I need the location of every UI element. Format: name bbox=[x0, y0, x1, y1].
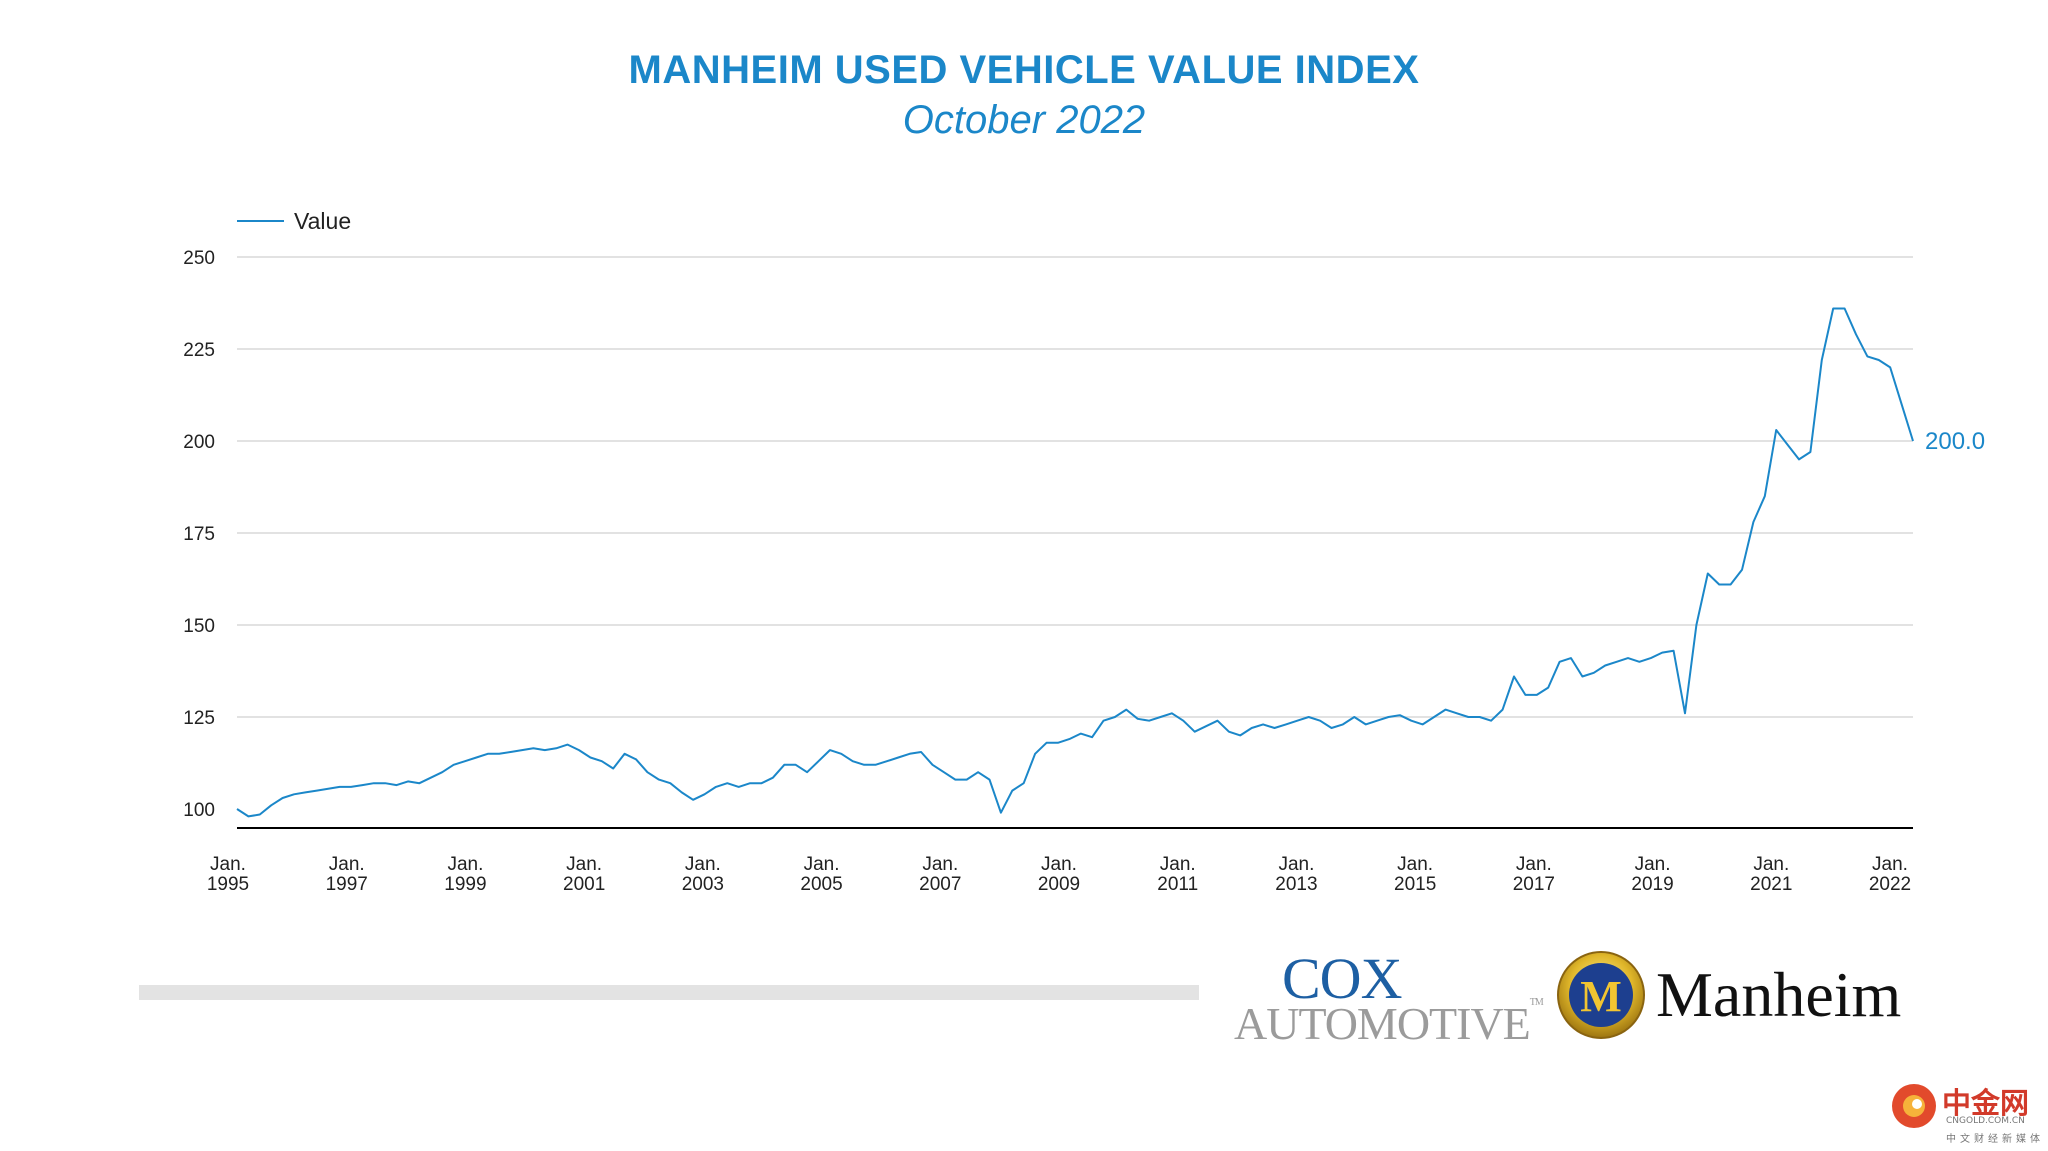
chart-title: MANHEIM USED VEHICLE VALUE INDEX bbox=[628, 48, 1420, 92]
legend: Value bbox=[237, 208, 351, 234]
x-tick-label: 2005 bbox=[800, 874, 842, 895]
x-tick-label: Jan. bbox=[804, 854, 840, 875]
x-tick-label: Jan. bbox=[922, 854, 958, 875]
x-tick-label: Jan. bbox=[1278, 854, 1314, 875]
y-tick-label: 100 bbox=[183, 800, 215, 821]
x-tick-label: 2009 bbox=[1038, 874, 1080, 895]
y-tick-label: 175 bbox=[183, 524, 215, 545]
watermark-title: 中金网 bbox=[1942, 1086, 2030, 1120]
legend-label: Value bbox=[294, 208, 351, 234]
manheim-wordmark: Manheim bbox=[1656, 959, 1902, 1030]
chart-subtitle: October 2022 bbox=[902, 98, 1146, 142]
x-tick-label: 2001 bbox=[563, 874, 605, 895]
x-tick-label: Jan. bbox=[1753, 854, 1789, 875]
watermark-url: CNGOLD.COM.CN bbox=[1946, 1116, 2025, 1126]
x-tick-label: 2017 bbox=[1513, 874, 1555, 895]
x-tick-label: Jan. bbox=[210, 854, 246, 875]
series-line-value bbox=[236, 307, 1914, 818]
x-tick-label: 2007 bbox=[919, 874, 961, 895]
cox-automotive-logo: COX AUTOMOTIVETM bbox=[1234, 945, 1544, 1049]
x-tick-label: 2013 bbox=[1275, 874, 1317, 895]
y-tick-label: 125 bbox=[183, 708, 215, 729]
x-tick-label: 2015 bbox=[1394, 874, 1436, 895]
x-tick-label: 2003 bbox=[682, 874, 724, 895]
cox-logo-automotive: AUTOMOTIVE bbox=[1234, 998, 1531, 1049]
x-tick-label: Jan. bbox=[685, 854, 721, 875]
watermark: 中金网 CNGOLD.COM.CN 中文财经新媒体 bbox=[1890, 1080, 2048, 1151]
x-tick-label: 1995 bbox=[207, 874, 249, 895]
manheim-logo: M Manheim bbox=[1556, 950, 1916, 1040]
x-tick-label: 1997 bbox=[326, 874, 368, 895]
watermark-logo-icon bbox=[1892, 1084, 1936, 1128]
cox-logo-bottom: AUTOMOTIVETM bbox=[1234, 997, 1544, 1050]
y-axis-ticks: 250 225 200 175 150 125 100 bbox=[183, 248, 215, 821]
x-tick-label: 2022 bbox=[1869, 874, 1911, 895]
x-tick-label: 2011 bbox=[1157, 874, 1198, 895]
x-tick-label: Jan. bbox=[1635, 854, 1671, 875]
x-tick-label: Jan. bbox=[1516, 854, 1552, 875]
x-tick-label: Jan. bbox=[329, 854, 365, 875]
x-tick-label: Jan. bbox=[447, 854, 483, 875]
x-tick-label: Jan. bbox=[1160, 854, 1196, 875]
manheim-emblem-icon: M bbox=[1557, 951, 1645, 1039]
x-tick-label: Jan. bbox=[566, 854, 602, 875]
y-tick-label: 225 bbox=[183, 340, 215, 361]
y-tick-label: 150 bbox=[183, 616, 215, 637]
x-tick-label: Jan. bbox=[1397, 854, 1433, 875]
x-tick-label: 2019 bbox=[1631, 874, 1673, 895]
x-tick-label: Jan. bbox=[1872, 854, 1908, 875]
x-axis-ticks: Jan.1995Jan.1997Jan.1999Jan.2001Jan.2003… bbox=[207, 854, 1911, 895]
cox-logo-top: COX bbox=[1282, 946, 1402, 1011]
x-tick-label: 2021 bbox=[1750, 874, 1792, 895]
y-tick-label: 200 bbox=[183, 432, 215, 453]
cox-logo-tm: TM bbox=[1529, 997, 1544, 1008]
divider-bar bbox=[139, 985, 1199, 1000]
x-tick-label: Jan. bbox=[1041, 854, 1077, 875]
series-group bbox=[236, 307, 1914, 818]
gridlines bbox=[237, 256, 1913, 718]
manheim-emblem-letter: M bbox=[1580, 972, 1622, 1021]
y-tick-label: 250 bbox=[183, 248, 215, 269]
end-value-label: 200.0 bbox=[1925, 428, 1985, 455]
watermark-tagline: 中文财经新媒体 bbox=[1946, 1134, 2044, 1145]
x-tick-label: 1999 bbox=[444, 874, 486, 895]
